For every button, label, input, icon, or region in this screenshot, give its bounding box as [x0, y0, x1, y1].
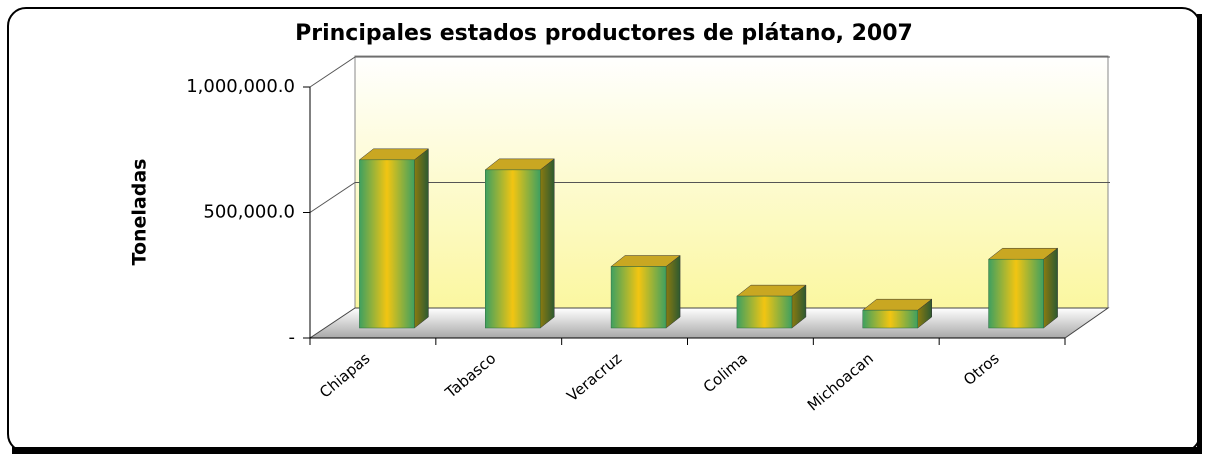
bar: [610, 254, 681, 329]
y-axis-label: Toneladas: [129, 159, 151, 266]
bar: [484, 158, 555, 329]
bar-side: [540, 158, 555, 329]
floor: [308, 307, 1110, 339]
bar: [862, 298, 933, 329]
bar: [736, 284, 807, 329]
bar: [358, 148, 430, 329]
y-tick-label: -: [289, 327, 296, 348]
frame-shadow: [12, 447, 1200, 454]
bar-side: [414, 148, 429, 329]
bar-side: [665, 254, 681, 329]
bar-front: [359, 159, 415, 329]
bar-side: [1043, 247, 1058, 329]
bar-front: [610, 266, 667, 329]
chart-title: Principales estados productores de pláta…: [295, 21, 913, 46]
bar-front: [988, 258, 1044, 329]
bar-front: [862, 309, 918, 329]
bar: [987, 247, 1059, 329]
y-tick-label: 500,000.0: [203, 202, 295, 223]
y-tick-label: 1,000,000.0: [186, 76, 295, 97]
bar-front: [736, 295, 793, 329]
grid-line: [309, 56, 1110, 88]
bar-front: [485, 169, 541, 329]
grid-line: [309, 182, 1110, 213]
frame-shadow: [1197, 14, 1202, 454]
